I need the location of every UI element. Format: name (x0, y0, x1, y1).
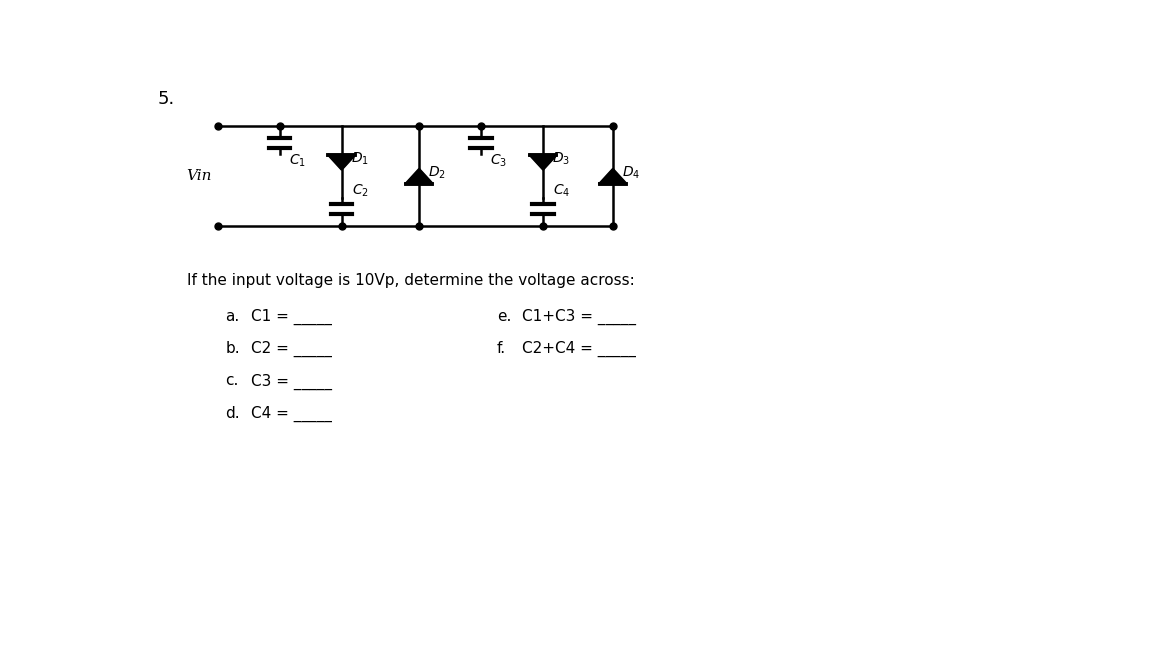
Text: c.: c. (226, 373, 238, 388)
Text: a.: a. (226, 308, 240, 324)
Text: $C_3$: $C_3$ (491, 152, 508, 169)
Polygon shape (328, 155, 355, 170)
Text: C4 = _____: C4 = _____ (251, 406, 332, 422)
Text: e.: e. (497, 308, 511, 324)
Text: f.: f. (497, 341, 506, 356)
Text: C1 = _____: C1 = _____ (251, 308, 332, 325)
Text: $D_4$: $D_4$ (622, 165, 641, 181)
Text: 5.: 5. (158, 90, 175, 108)
Text: $C_2$: $C_2$ (351, 182, 369, 199)
Text: Vin: Vin (185, 169, 212, 183)
Polygon shape (600, 169, 626, 183)
Polygon shape (406, 169, 432, 183)
Text: $D_3$: $D_3$ (553, 150, 570, 167)
Text: $D_2$: $D_2$ (429, 165, 446, 181)
Text: C1+C3 = _____: C1+C3 = _____ (522, 308, 636, 325)
Text: $C_4$: $C_4$ (553, 182, 570, 199)
Text: $C_1$: $C_1$ (289, 152, 306, 169)
Text: C2 = _____: C2 = _____ (251, 341, 332, 357)
Text: C2+C4 = _____: C2+C4 = _____ (522, 341, 636, 357)
Text: b.: b. (226, 341, 240, 356)
Text: $D_1$: $D_1$ (351, 150, 369, 167)
Polygon shape (530, 155, 556, 170)
Text: d.: d. (226, 406, 240, 421)
Text: If the input voltage is 10Vp, determine the voltage across:: If the input voltage is 10Vp, determine … (187, 273, 635, 288)
Text: C3 = _____: C3 = _____ (251, 373, 332, 389)
